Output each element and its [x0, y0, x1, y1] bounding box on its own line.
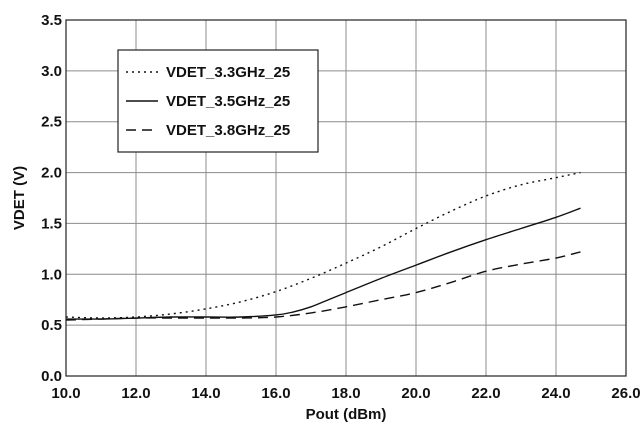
- x-tick-label: 24.0: [541, 385, 570, 402]
- tick-labels: 10.0 12.0 14.0 16.0 18.0 20.0 22.0 24.0 26.0 0.0 0…: [41, 12, 640, 402]
- x-tick-label: 12.0: [121, 385, 150, 402]
- y-tick-label: 0.5: [41, 317, 62, 334]
- y-axis-label: VDET (V): [11, 166, 28, 230]
- y-tick-label: 2.5: [41, 114, 62, 131]
- x-tick-label: 26.0: [611, 385, 640, 402]
- x-axis-label: Pout (dBm): [306, 406, 387, 423]
- legend-label-2: VDET_3.5GHz_25: [166, 93, 290, 110]
- x-tick-label: 18.0: [331, 385, 360, 402]
- series-line-1: [65, 171, 581, 319]
- x-tick-label: 14.0: [191, 385, 220, 402]
- y-tick-label: 2.0: [41, 165, 62, 182]
- x-tick-label: 10.0: [51, 385, 80, 402]
- legend: VDET_3.3GHz_25 VDET_3.5GHz_25 VDET_3.8GHz_…: [117, 49, 319, 153]
- legend-label-1: VDET_3.3GHz_25: [166, 64, 290, 81]
- y-tick-label: 1.0: [41, 266, 62, 283]
- x-tick-label: 16.0: [261, 385, 290, 402]
- y-tick-label: 3.5: [41, 12, 62, 29]
- x-tick-label: 20.0: [401, 385, 430, 402]
- y-tick-label: 0.0: [41, 368, 62, 385]
- x-tick-label: 22.0: [471, 385, 500, 402]
- legend-label-3: VDET_3.8GHz_25: [166, 122, 290, 139]
- y-tick-label: 3.0: [41, 63, 62, 80]
- y-tick-label: 1.5: [41, 215, 62, 232]
- series-line-2: [65, 207, 581, 320]
- plot-frame: [65, 19, 627, 377]
- series-lines: [65, 171, 581, 321]
- series-line-3: [65, 251, 581, 321]
